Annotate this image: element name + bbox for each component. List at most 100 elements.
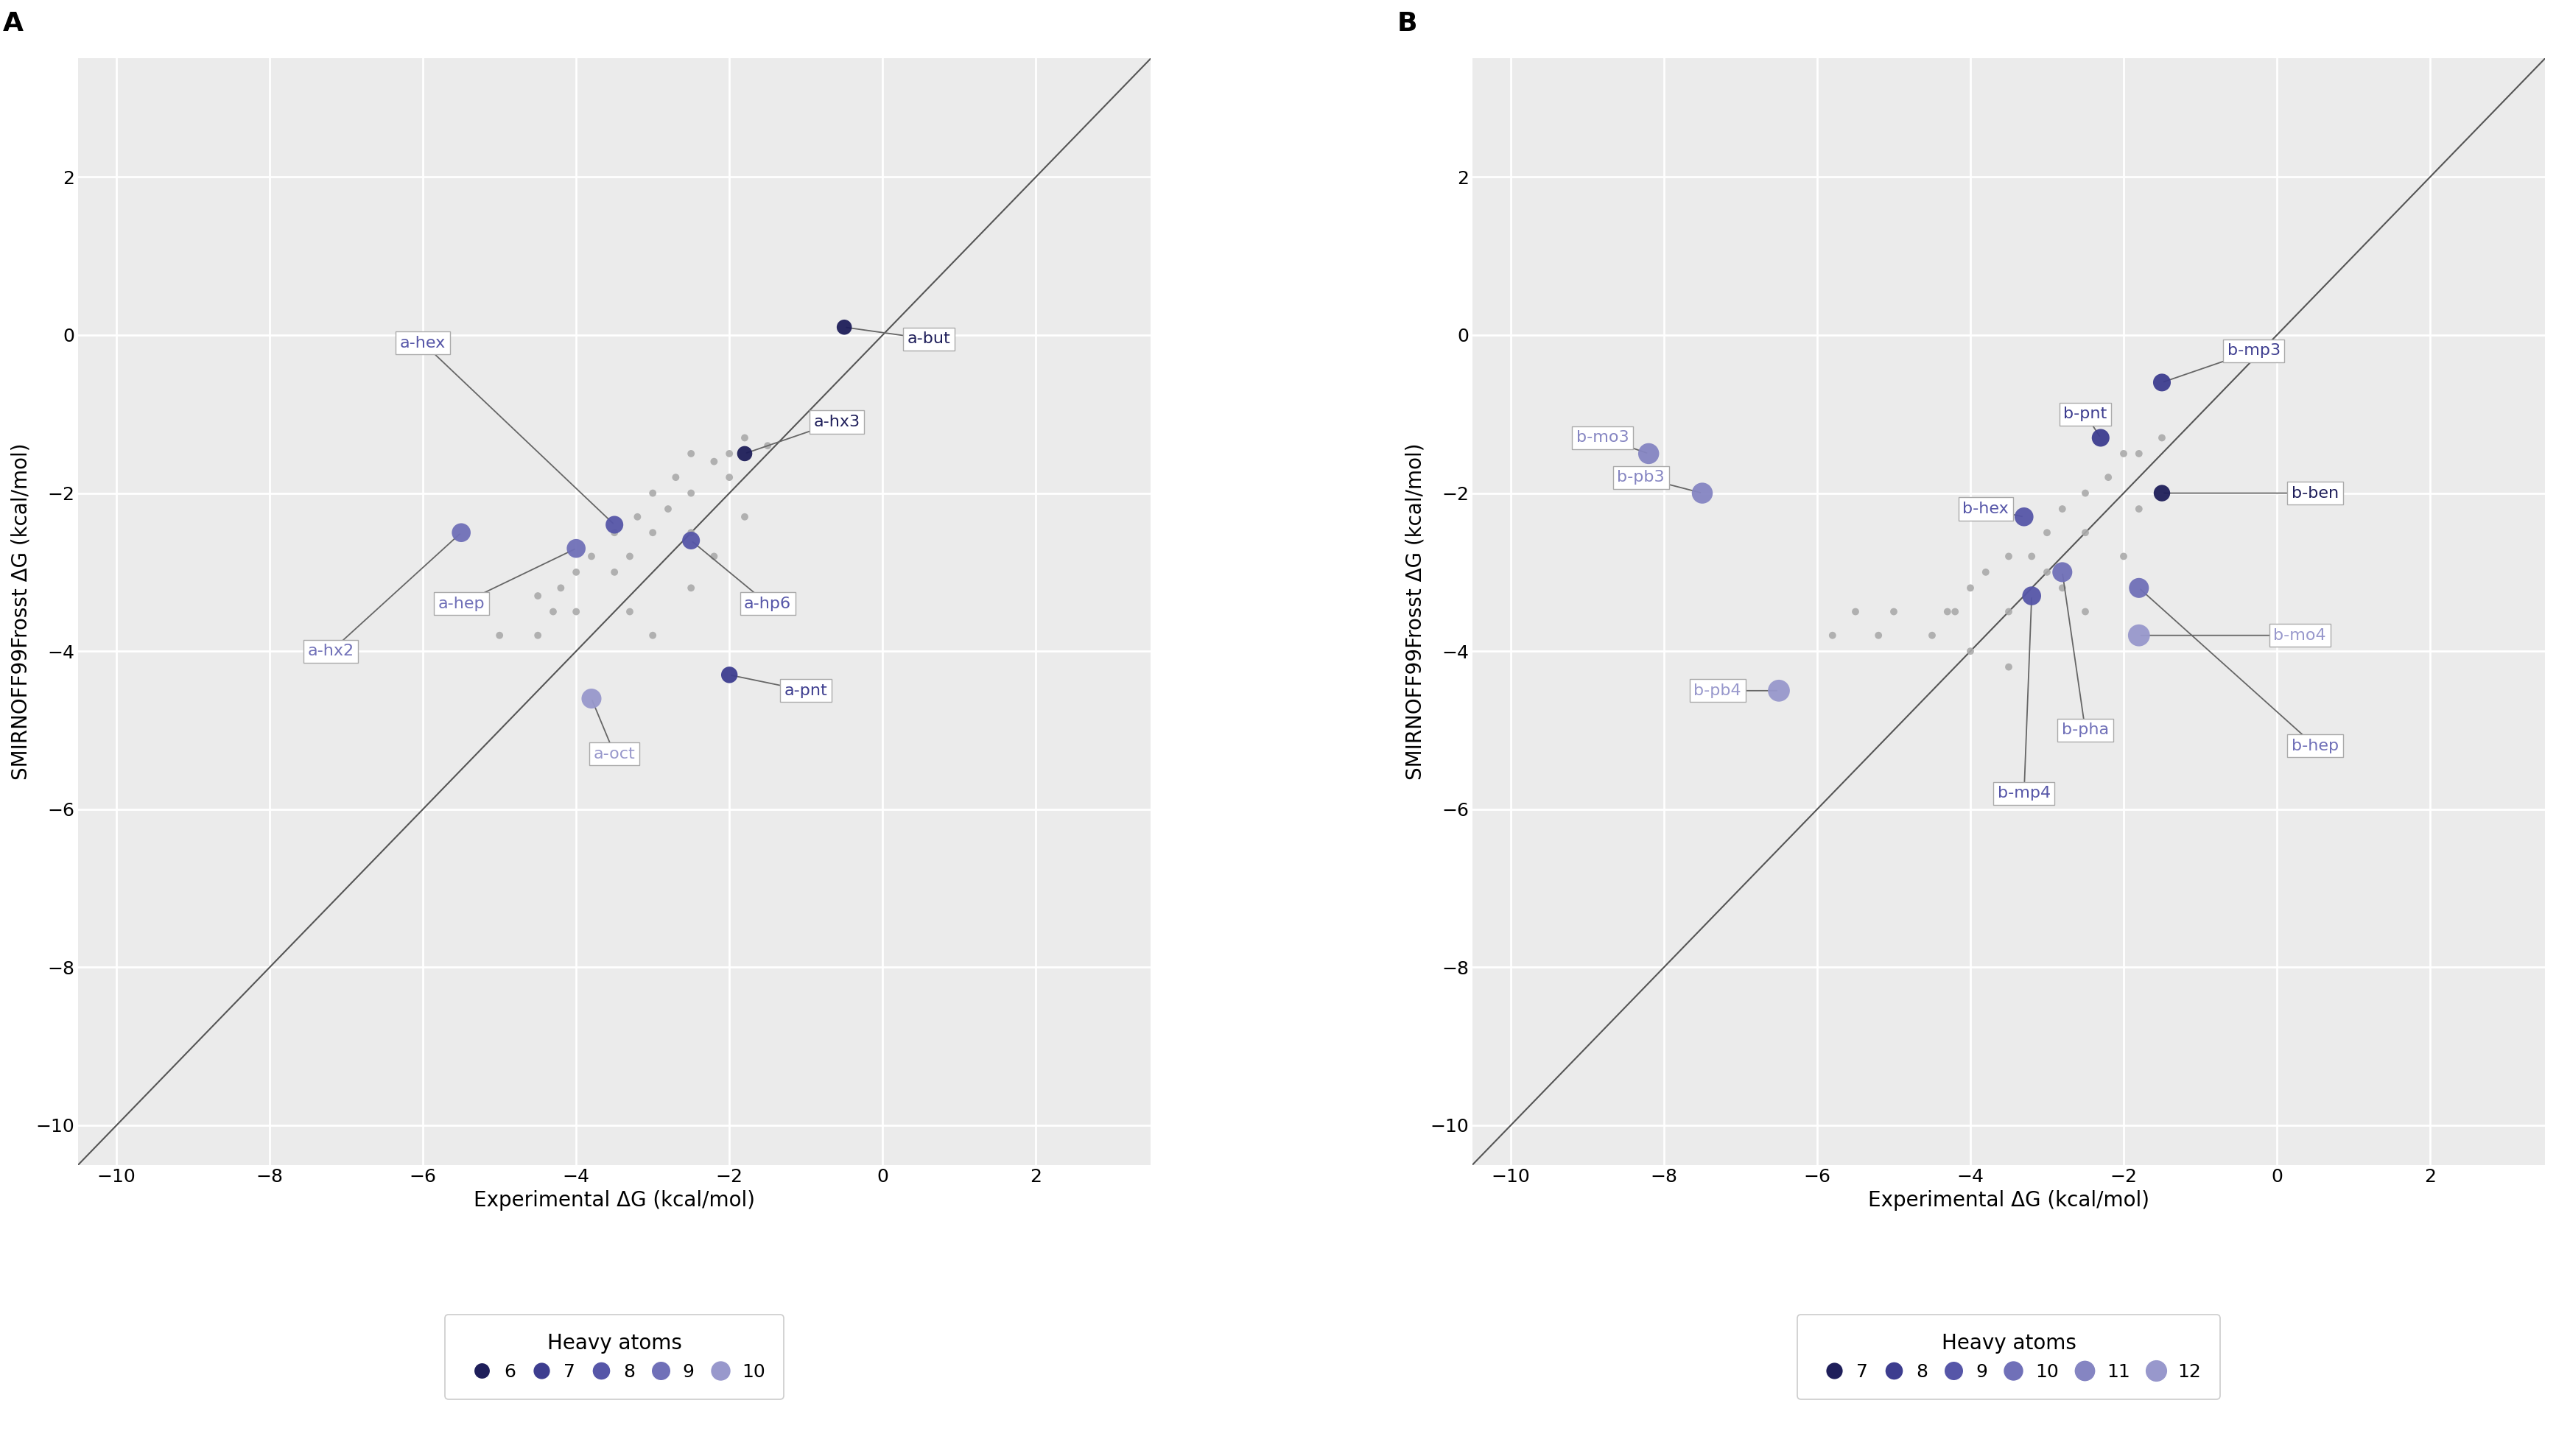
Text: b-mo3: b-mo3 bbox=[1577, 431, 1628, 446]
Text: b-pb3: b-pb3 bbox=[1618, 470, 1664, 485]
Point bbox=[616, 505, 657, 529]
Point bbox=[670, 521, 711, 545]
Point bbox=[2027, 521, 2068, 545]
Point bbox=[2142, 482, 2183, 505]
Point bbox=[2119, 623, 2160, 646]
Text: A: A bbox=[3, 12, 23, 36]
Point bbox=[608, 545, 649, 568]
Text: b-pha: b-pha bbox=[2063, 722, 2109, 738]
Point bbox=[746, 434, 787, 457]
Point bbox=[670, 529, 711, 552]
Point bbox=[2004, 505, 2045, 529]
Point bbox=[555, 561, 596, 584]
Point bbox=[654, 466, 695, 489]
Point bbox=[2088, 466, 2129, 489]
Point bbox=[593, 561, 634, 584]
Point bbox=[2081, 427, 2121, 450]
Point bbox=[708, 664, 749, 687]
Text: b-mp3: b-mp3 bbox=[2226, 344, 2280, 358]
Text: b-mo4: b-mo4 bbox=[2272, 628, 2326, 642]
Y-axis label: SMIRNOFF99Frosst ΔG (kcal/mol): SMIRNOFF99Frosst ΔG (kcal/mol) bbox=[1406, 443, 1426, 780]
Point bbox=[1759, 678, 1799, 702]
Point bbox=[631, 623, 672, 646]
Text: b-ben: b-ben bbox=[2293, 486, 2339, 501]
X-axis label: Experimental ΔG (kcal/mol): Experimental ΔG (kcal/mol) bbox=[473, 1190, 754, 1211]
Point bbox=[1835, 600, 1876, 623]
Point bbox=[1927, 600, 1968, 623]
Point bbox=[2042, 498, 2083, 521]
Y-axis label: SMIRNOFF99Frosst ΔG (kcal/mol): SMIRNOFF99Frosst ΔG (kcal/mol) bbox=[10, 443, 31, 780]
Point bbox=[1935, 600, 1976, 623]
Text: b-pnt: b-pnt bbox=[2063, 406, 2106, 421]
Point bbox=[2065, 521, 2106, 545]
Point bbox=[478, 623, 519, 646]
Point bbox=[2012, 584, 2052, 607]
Point bbox=[723, 443, 764, 466]
Point bbox=[2104, 443, 2144, 466]
Text: a-hx2: a-hx2 bbox=[307, 644, 355, 658]
Point bbox=[1812, 623, 1853, 646]
Point bbox=[593, 521, 634, 545]
Point bbox=[440, 521, 481, 545]
Point bbox=[539, 577, 580, 600]
Point bbox=[670, 482, 711, 505]
Point bbox=[593, 513, 634, 536]
Text: a-hp6: a-hp6 bbox=[744, 597, 792, 612]
Point bbox=[723, 505, 764, 529]
Point bbox=[2042, 561, 2083, 584]
Point bbox=[631, 521, 672, 545]
Point bbox=[2119, 498, 2160, 521]
Text: B: B bbox=[1398, 12, 1419, 36]
Point bbox=[2142, 371, 2183, 395]
Point bbox=[1858, 623, 1899, 646]
Point bbox=[608, 600, 649, 623]
Point bbox=[2119, 577, 2160, 600]
Point bbox=[693, 545, 734, 568]
Point bbox=[1950, 577, 1991, 600]
Point bbox=[1966, 561, 2006, 584]
Point bbox=[708, 466, 749, 489]
Point bbox=[1874, 600, 1914, 623]
Point bbox=[555, 537, 596, 561]
Point bbox=[1950, 639, 1991, 662]
Legend: 7, 8, 9, 10, 11, 12: 7, 8, 9, 10, 11, 12 bbox=[1797, 1315, 2219, 1399]
Point bbox=[570, 687, 611, 711]
Text: b-hep: b-hep bbox=[2293, 738, 2339, 753]
Text: a-hex: a-hex bbox=[399, 336, 445, 351]
Point bbox=[823, 316, 864, 339]
Legend: 6, 7, 8, 9, 10: 6, 7, 8, 9, 10 bbox=[445, 1315, 785, 1399]
Point bbox=[1628, 443, 1669, 466]
Point bbox=[516, 584, 557, 607]
Point bbox=[693, 450, 734, 473]
Point bbox=[570, 545, 611, 568]
Point bbox=[1682, 482, 1723, 505]
Point bbox=[555, 600, 596, 623]
Text: a-hx3: a-hx3 bbox=[813, 415, 859, 430]
X-axis label: Experimental ΔG (kcal/mol): Experimental ΔG (kcal/mol) bbox=[1868, 1190, 2150, 1211]
Point bbox=[516, 623, 557, 646]
Point bbox=[2119, 443, 2160, 466]
Point bbox=[670, 577, 711, 600]
Point bbox=[1989, 655, 2029, 678]
Point bbox=[1989, 600, 2029, 623]
Point bbox=[647, 498, 688, 521]
Point bbox=[2027, 561, 2068, 584]
Point bbox=[463, 600, 504, 623]
Point bbox=[1989, 545, 2029, 568]
Text: b-pb4: b-pb4 bbox=[1695, 683, 1741, 697]
Point bbox=[2012, 545, 2052, 568]
Point bbox=[2042, 577, 2083, 600]
Text: a-hep: a-hep bbox=[437, 597, 486, 612]
Point bbox=[1912, 623, 1953, 646]
Point bbox=[532, 600, 573, 623]
Text: b-hex: b-hex bbox=[1963, 501, 2009, 517]
Text: a-oct: a-oct bbox=[593, 747, 636, 761]
Point bbox=[708, 443, 749, 466]
Point bbox=[2065, 600, 2106, 623]
Point bbox=[670, 443, 711, 466]
Point bbox=[2142, 427, 2183, 450]
Text: b-mp4: b-mp4 bbox=[1996, 786, 2050, 801]
Point bbox=[2065, 482, 2106, 505]
Text: a-pnt: a-pnt bbox=[785, 683, 828, 697]
Point bbox=[631, 482, 672, 505]
